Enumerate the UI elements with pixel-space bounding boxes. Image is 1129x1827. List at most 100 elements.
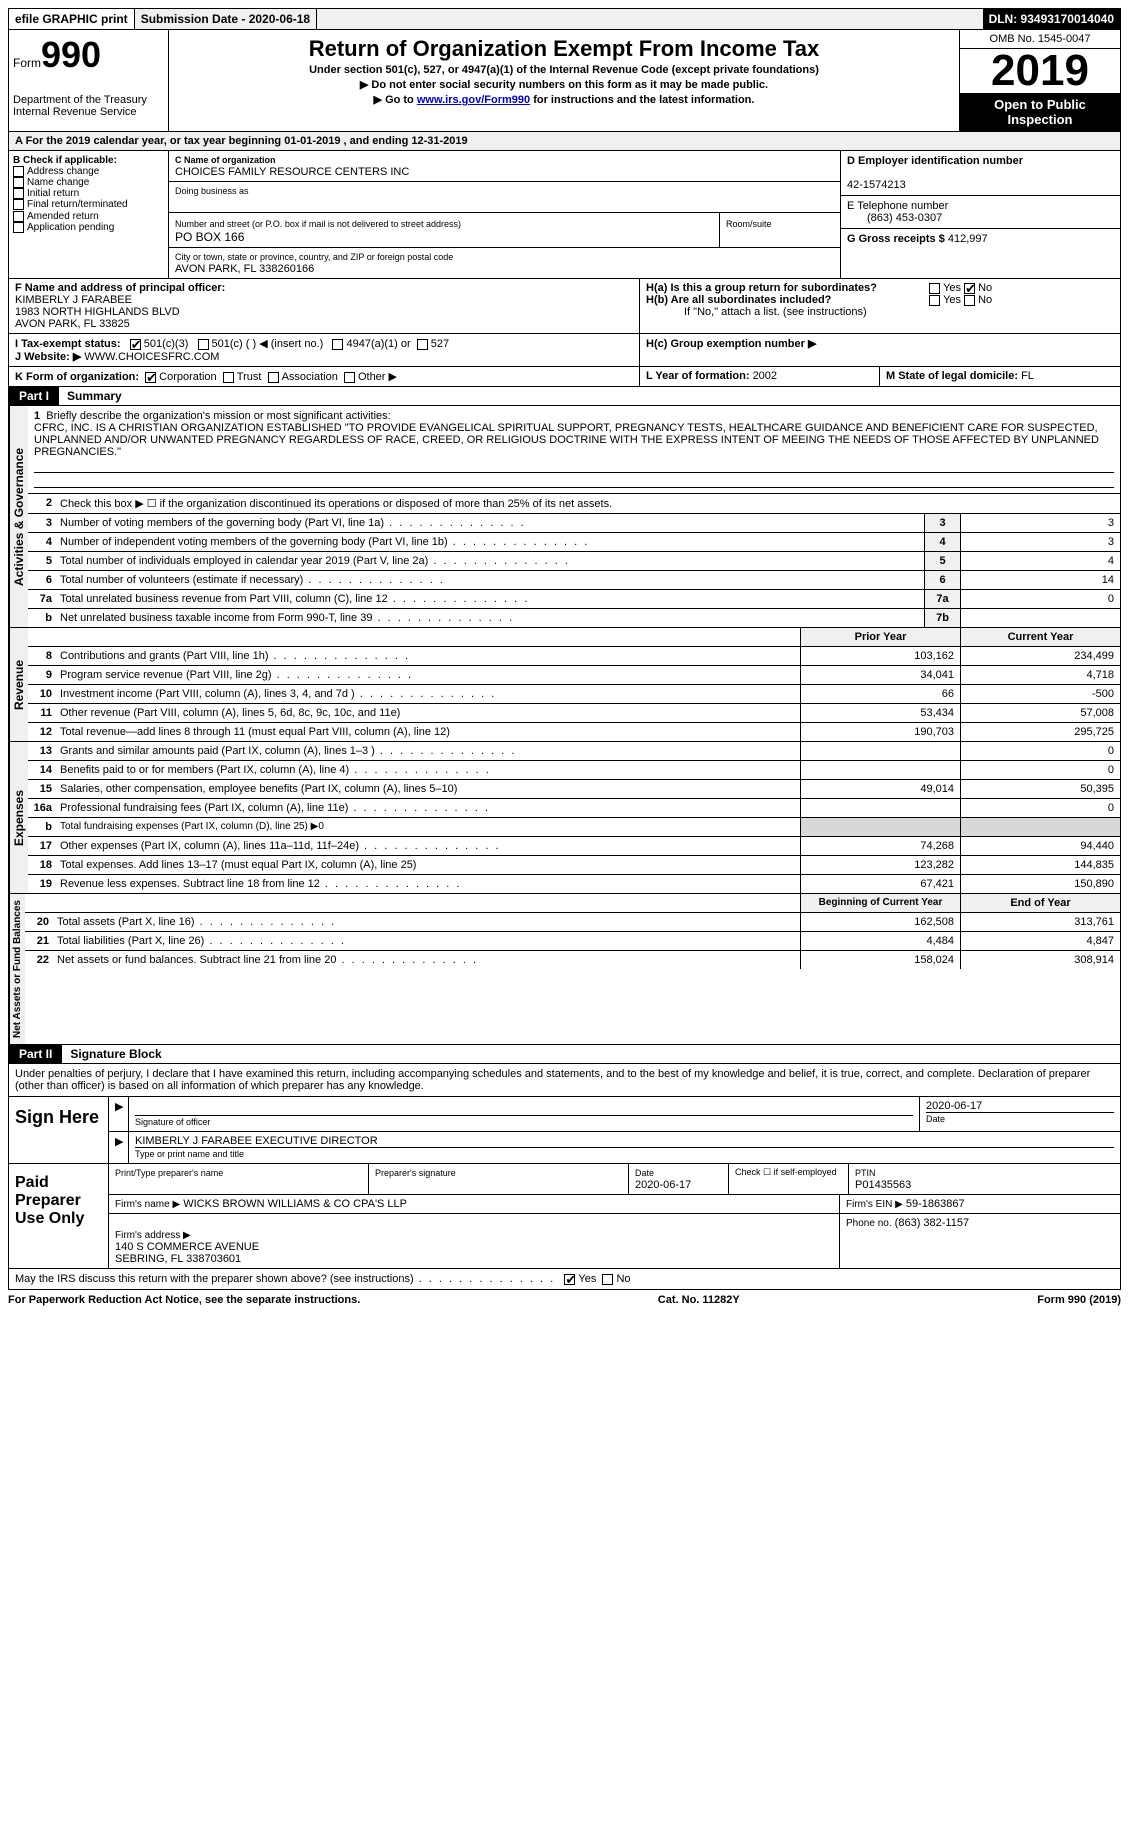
street-cell: Number and street (or P.O. box if mail i… <box>169 213 720 247</box>
gross-cell: G Gross receipts $ 412,997 <box>841 229 1120 249</box>
irs-link[interactable]: www.irs.gov/Form990 <box>417 94 530 106</box>
sig-date-cell: 2020-06-17 Date <box>920 1097 1120 1131</box>
k-corp-check[interactable] <box>145 372 156 383</box>
l16a-prior <box>800 799 960 817</box>
section-b-heading: B Check if applicable: <box>13 155 117 166</box>
ptin-value: P01435563 <box>855 1179 911 1191</box>
check-pending[interactable] <box>13 222 24 233</box>
rh-num <box>28 628 56 646</box>
l16b-num: b <box>28 818 56 836</box>
ha-no-check[interactable] <box>964 283 975 294</box>
firm-ein-label: Firm's EIN ▶ <box>846 1199 903 1210</box>
l17-prior: 74,268 <box>800 837 960 855</box>
firm-name: WICKS BROWN WILLIAMS & CO CPA'S LLP <box>183 1198 407 1210</box>
l11-label: Other revenue (Part VIII, column (A), li… <box>56 704 800 722</box>
l12-cur: 295,725 <box>960 723 1120 741</box>
line-14: 14 Benefits paid to or for members (Part… <box>28 761 1120 780</box>
page-footer: For Paperwork Reduction Act Notice, see … <box>8 1290 1121 1310</box>
firm-phone: (863) 382-1157 <box>895 1217 969 1229</box>
k-trust-check[interactable] <box>223 372 234 383</box>
city-value: AVON PARK, FL 338260166 <box>175 263 314 275</box>
street-label: Number and street (or P.O. box if mail i… <box>175 219 461 229</box>
sig-line-1: ▶ Signature of officer 2020-06-17 Date <box>109 1097 1120 1132</box>
i-4947-check[interactable] <box>332 339 343 350</box>
l7a-box: 7a <box>924 590 960 608</box>
form-word: Form <box>13 56 41 70</box>
line-19: 19 Revenue less expenses. Subtract line … <box>28 875 1120 893</box>
prep-date-label: Date <box>635 1168 654 1178</box>
gross-label: G Gross receipts $ <box>847 233 948 245</box>
m-label: M State of legal domicile: <box>886 370 1021 382</box>
arrow-icon: ▶ <box>109 1097 129 1131</box>
prior-head: Prior Year <box>800 628 960 646</box>
k-assoc-check[interactable] <box>268 372 279 383</box>
l16b-label: Total fundraising expenses (Part IX, col… <box>56 818 800 836</box>
line-11: 11 Other revenue (Part VIII, column (A),… <box>28 704 1120 723</box>
efile-label[interactable]: efile GRAPHIC print <box>9 9 135 29</box>
tax-year: 2019 <box>960 49 1120 93</box>
i-527-check[interactable] <box>417 339 428 350</box>
line-20: 20 Total assets (Part X, line 16) 162,50… <box>25 913 1120 932</box>
top-bar: efile GRAPHIC print Submission Date - 20… <box>8 8 1121 30</box>
discuss-no-check[interactable] <box>602 1274 613 1285</box>
line-8: 8 Contributions and grants (Part VIII, l… <box>28 647 1120 666</box>
identity-grid: B Check if applicable: Address change Na… <box>8 151 1121 279</box>
officer-sig-line[interactable] <box>135 1100 913 1116</box>
hb-no-check[interactable] <box>964 295 975 306</box>
ptin-label: PTIN <box>855 1168 876 1178</box>
revenue-section: Revenue Prior Year Current Year 8 Contri… <box>8 628 1121 742</box>
header-right: OMB No. 1545-0047 2019 Open to Public In… <box>960 30 1120 131</box>
check-address[interactable] <box>13 166 24 177</box>
l20-label: Total assets (Part X, line 16) <box>53 913 800 931</box>
ha-yes-check[interactable] <box>929 283 940 294</box>
discuss-label: May the IRS discuss this return with the… <box>15 1273 555 1285</box>
check-final[interactable] <box>13 199 24 210</box>
i-501c-check[interactable] <box>198 339 209 350</box>
l22-label: Net assets or fund balances. Subtract li… <box>53 951 800 969</box>
opt-amended: Amended return <box>27 211 99 222</box>
sub3-pre: ▶ Go to <box>374 94 417 106</box>
line-21: 21 Total liabilities (Part X, line 26) 4… <box>25 932 1120 951</box>
blank-line-1 <box>34 459 1114 473</box>
l20-prior: 162,508 <box>800 913 960 931</box>
l9-cur: 4,718 <box>960 666 1120 684</box>
governance-tab: Activities & Governance <box>9 406 28 627</box>
l7a-val: 0 <box>960 590 1120 608</box>
l18-label: Total expenses. Add lines 13–17 (must eq… <box>56 856 800 874</box>
netassets-tab: Net Assets or Fund Balances <box>9 894 25 1044</box>
check-name[interactable] <box>13 177 24 188</box>
begin-head: Beginning of Current Year <box>800 894 960 912</box>
open-public: Open to Public Inspection <box>960 93 1120 131</box>
officer-sig-label: Signature of officer <box>135 1117 210 1127</box>
section-c: C Name of organization CHOICES FAMILY RE… <box>169 151 840 278</box>
hb-yes-check[interactable] <box>929 295 940 306</box>
gross-value: 412,997 <box>948 233 988 245</box>
k-assoc: Association <box>282 371 338 383</box>
street-value: PO BOX 166 <box>175 230 244 244</box>
i-501c3-check[interactable] <box>130 339 141 350</box>
l18-cur: 144,835 <box>960 856 1120 874</box>
l13-cur: 0 <box>960 742 1120 760</box>
l12-prior: 190,703 <box>800 723 960 741</box>
footer-mid: Cat. No. 11282Y <box>658 1294 740 1306</box>
check-initial[interactable] <box>13 188 24 199</box>
discuss-yes-check[interactable] <box>564 1274 575 1285</box>
line-4: 4 Number of independent voting members o… <box>28 533 1120 552</box>
prep-line-1: Print/Type preparer's name Preparer's si… <box>109 1164 1120 1195</box>
l10-cur: -500 <box>960 685 1120 703</box>
expenses-section: Expenses 13 Grants and similar amounts p… <box>8 742 1121 894</box>
k-other-check[interactable] <box>344 372 355 383</box>
section-k: K Form of organization: Corporation Trus… <box>9 367 640 386</box>
check-amended[interactable] <box>13 211 24 222</box>
org-name: CHOICES FAMILY RESOURCE CENTERS INC <box>175 166 409 178</box>
l5-box: 5 <box>924 552 960 570</box>
period-begin: 01-01-2019 <box>284 135 340 147</box>
part2-title: Signature Block <box>62 1047 161 1061</box>
ha-no: No <box>978 282 992 294</box>
governance-section: Activities & Governance 1 Briefly descri… <box>8 406 1121 628</box>
preparer-row: Paid Preparer Use Only Print/Type prepar… <box>9 1164 1120 1269</box>
prep-date-cell: Date 2020-06-17 <box>629 1164 729 1194</box>
line-10: 10 Investment income (Part VIII, column … <box>28 685 1120 704</box>
l7a-num: 7a <box>28 590 56 608</box>
i-label: I Tax-exempt status: <box>15 338 121 350</box>
